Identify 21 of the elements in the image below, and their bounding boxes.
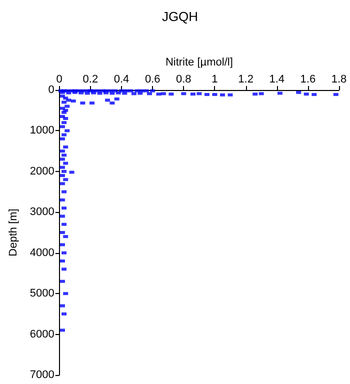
- x-tick-label: 0.8: [176, 74, 192, 86]
- y-axis-title: Depth [m]: [8, 208, 20, 256]
- x-tick-label: 0.6: [144, 74, 160, 86]
- y-tick-label: 6000: [30, 328, 54, 340]
- x-tick-label: 0.2: [82, 74, 98, 86]
- x-tick-label: 0.4: [114, 74, 130, 86]
- x-tick-label: 1.6: [300, 74, 316, 86]
- x-tick-label: 1.8: [331, 74, 347, 86]
- y-tick-label: 1000: [30, 124, 54, 137]
- x-tick-label: 1.4: [269, 74, 285, 86]
- y-tick-label: 2000: [30, 165, 54, 178]
- y-tick-label: 0: [48, 84, 54, 96]
- y-tick-label: 5000: [30, 288, 54, 300]
- chart-title: JGQH: [162, 9, 198, 24]
- x-tick-label: 1.2: [238, 74, 254, 86]
- x-tick-label: 1: [212, 74, 218, 86]
- y-tick-label: 4000: [30, 246, 54, 259]
- y-tick-label: 3000: [30, 206, 54, 218]
- x-tick-label: 0: [56, 74, 62, 86]
- y-tick-label: 7000: [30, 369, 54, 381]
- x-axis-title: Nitrite [µmol/l]: [165, 56, 233, 68]
